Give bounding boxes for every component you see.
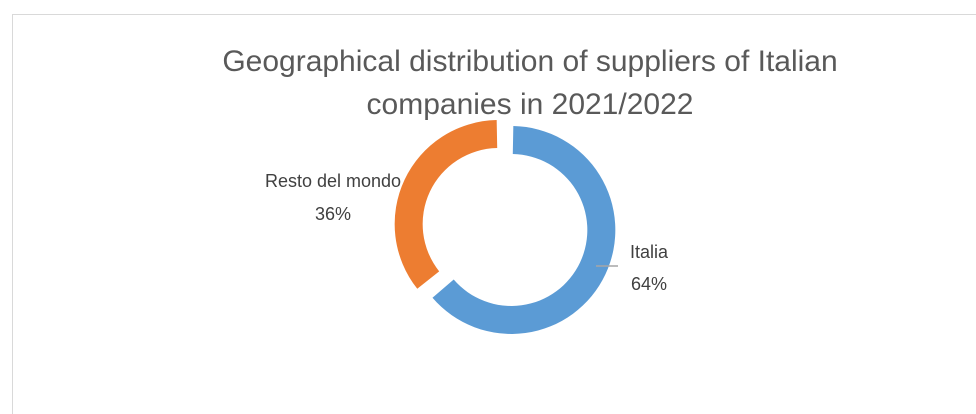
chart-title-line-1: Geographical distribution of suppliers o… bbox=[222, 45, 838, 78]
chart-title-line-2: companies in 2021/2022 bbox=[366, 88, 694, 121]
donut-slice-resto-del-mondo bbox=[394, 120, 498, 289]
donut-slice-italia bbox=[432, 125, 616, 334]
chart-title: Geographical distribution of suppliers o… bbox=[130, 40, 930, 126]
data-label-resto-name: Resto del mondo bbox=[265, 171, 401, 191]
data-label-resto-percent: 36% bbox=[315, 204, 351, 224]
donut-slices bbox=[394, 120, 616, 334]
chart-frame bbox=[12, 14, 976, 414]
data-label-italia-percent: 64% bbox=[631, 274, 667, 294]
donut-chart: Italia 64% Resto del mondo 36% bbox=[265, 120, 669, 334]
data-label-italia-name: Italia bbox=[630, 242, 669, 262]
